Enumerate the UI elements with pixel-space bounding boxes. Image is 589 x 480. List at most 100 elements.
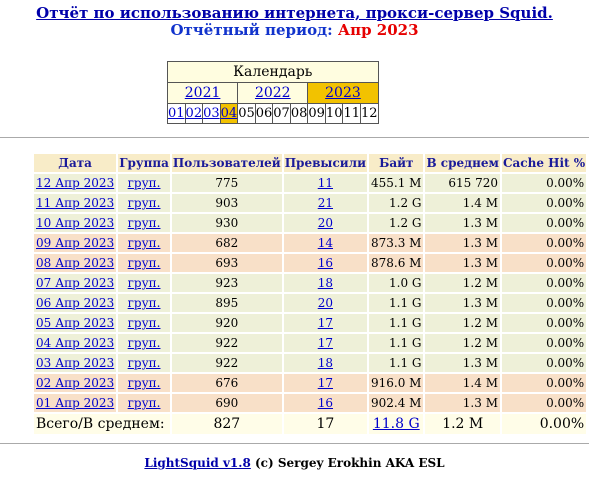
column-header: Группа [118, 154, 170, 172]
date-cell: 06 Апр 2023 [34, 294, 116, 312]
bytes-cell: 1.0 G [369, 274, 423, 292]
exceeded-cell: 16 [284, 254, 367, 272]
group-link[interactable]: груп. [128, 376, 161, 390]
exceeded-link[interactable]: 18 [318, 356, 333, 370]
exceeded-link[interactable]: 16 [318, 396, 333, 410]
calendar-month-04[interactable]: 04 [220, 104, 238, 124]
date-link[interactable]: 09 Апр 2023 [36, 236, 114, 250]
cache-hit-cell: 0.00% [502, 394, 586, 412]
date-link[interactable]: 02 Апр 2023 [36, 376, 114, 390]
exceeded-link[interactable]: 17 [318, 376, 333, 390]
group-link[interactable]: груп. [128, 296, 161, 310]
calendar-year-2023[interactable]: 2023 [308, 83, 378, 104]
group-cell: груп. [118, 254, 170, 272]
group-link[interactable]: груп. [128, 256, 161, 270]
average-cell: 1.4 M [425, 194, 500, 212]
divider-top [0, 137, 589, 138]
exceeded-link[interactable]: 18 [318, 276, 333, 290]
date-link[interactable]: 05 Апр 2023 [36, 316, 114, 330]
cache-hit-cell: 0.00% [502, 294, 586, 312]
date-cell: 02 Апр 2023 [34, 374, 116, 392]
exceeded-cell: 17 [284, 374, 367, 392]
exceeded-link[interactable]: 17 [318, 336, 333, 350]
date-cell: 07 Апр 2023 [34, 274, 116, 292]
date-link[interactable]: 01 Апр 2023 [36, 396, 114, 410]
date-link[interactable]: 11 Апр 2023 [36, 196, 114, 210]
calendar-month-03[interactable]: 03 [203, 104, 221, 124]
calendar-year-link[interactable]: 2021 [185, 85, 221, 101]
exceeded-link[interactable]: 20 [318, 296, 333, 310]
exceeded-link[interactable]: 16 [318, 256, 333, 270]
exceeded-cell: 21 [284, 194, 367, 212]
table-row: 09 Апр 2023 груп. 682 14 873.3 M 1.3 M 0.00% [34, 234, 586, 252]
calendar-title: Календарь [168, 62, 379, 83]
total-exceeded: 17 [284, 414, 367, 434]
table-row: 12 Апр 2023 груп. 775 11 455.1 M 615 720 0.00% [34, 174, 586, 192]
date-link[interactable]: 03 Апр 2023 [36, 356, 114, 370]
group-cell: груп. [118, 314, 170, 332]
date-link[interactable]: 08 Апр 2023 [36, 256, 114, 270]
exceeded-cell: 17 [284, 314, 367, 332]
users-cell: 690 [172, 394, 282, 412]
calendar-month-link[interactable]: 02 [186, 106, 203, 121]
cache-hit-cell: 0.00% [502, 374, 586, 392]
date-link[interactable]: 07 Апр 2023 [36, 276, 114, 290]
exceeded-link[interactable]: 21 [318, 196, 333, 210]
calendar-year-2022[interactable]: 2022 [238, 83, 308, 104]
total-bytes-link[interactable]: 11.8 G [373, 416, 420, 432]
group-link[interactable]: груп. [128, 316, 161, 330]
calendar-year-link[interactable]: 2022 [255, 85, 291, 101]
group-link[interactable]: груп. [128, 356, 161, 370]
group-cell: груп. [118, 374, 170, 392]
table-row: 08 Апр 2023 груп. 693 16 878.6 M 1.3 M 0.00% [34, 254, 586, 272]
copyright-text: (c) Sergey Erokhin AKA ESL [255, 456, 445, 470]
group-link[interactable]: груп. [128, 196, 161, 210]
bytes-cell: 1.1 G [369, 354, 423, 372]
date-link[interactable]: 04 Апр 2023 [36, 336, 114, 350]
product-link[interactable]: LightSquid v1.8 [144, 456, 250, 470]
calendar-month-01[interactable]: 01 [168, 104, 186, 124]
group-cell: груп. [118, 194, 170, 212]
exceeded-link[interactable]: 20 [318, 216, 333, 230]
date-link[interactable]: 06 Апр 2023 [36, 296, 114, 310]
group-link[interactable]: груп. [128, 236, 161, 250]
calendar-month-link[interactable]: 03 [203, 106, 220, 121]
bytes-cell: 1.1 G [369, 314, 423, 332]
group-link[interactable]: груп. [128, 336, 161, 350]
calendar-month-link[interactable]: 04 [221, 106, 238, 121]
report-title-link[interactable]: Отчёт по использованию интернета, прокси… [36, 4, 553, 22]
table-row: 10 Апр 2023 груп. 930 20 1.2 G 1.3 M 0.00% [34, 214, 586, 232]
cache-hit-cell: 0.00% [502, 214, 586, 232]
exceeded-link[interactable]: 14 [318, 236, 333, 250]
calendar-year-2021[interactable]: 2021 [168, 83, 238, 104]
exceeded-cell: 20 [284, 294, 367, 312]
report-period: Отчётный период: Апр 2023 [0, 22, 589, 39]
exceeded-cell: 20 [284, 214, 367, 232]
bytes-cell: 1.2 G [369, 194, 423, 212]
calendar-year-link[interactable]: 2023 [325, 85, 361, 101]
group-link[interactable]: груп. [128, 276, 161, 290]
table-row: 03 Апр 2023 груп. 922 18 1.1 G 1.3 M 0.00% [34, 354, 586, 372]
exceeded-link[interactable]: 11 [318, 176, 333, 190]
group-link[interactable]: груп. [128, 176, 161, 190]
calendar-month-07: 07 [273, 104, 291, 124]
column-header: Байт [369, 154, 423, 172]
average-cell: 1.3 M [425, 234, 500, 252]
group-link[interactable]: груп. [128, 396, 161, 410]
date-link[interactable]: 10 Апр 2023 [36, 216, 114, 230]
period-value: Апр 2023 [338, 21, 419, 39]
date-cell: 10 Апр 2023 [34, 214, 116, 232]
calendar-month-link[interactable]: 01 [168, 106, 185, 121]
users-cell: 693 [172, 254, 282, 272]
date-cell: 05 Апр 2023 [34, 314, 116, 332]
calendar-month-02[interactable]: 02 [185, 104, 203, 124]
average-cell: 615 720 [425, 174, 500, 192]
column-header: Пользователей [172, 154, 282, 172]
group-link[interactable]: груп. [128, 216, 161, 230]
date-link[interactable]: 12 Апр 2023 [36, 176, 114, 190]
calendar-month-12: 12 [361, 104, 379, 124]
total-bytes-cell: 11.8 G [369, 414, 423, 434]
users-cell: 895 [172, 294, 282, 312]
exceeded-link[interactable]: 17 [318, 316, 333, 330]
table-row: 02 Апр 2023 груп. 676 17 916.0 M 1.4 M 0.00% [34, 374, 586, 392]
